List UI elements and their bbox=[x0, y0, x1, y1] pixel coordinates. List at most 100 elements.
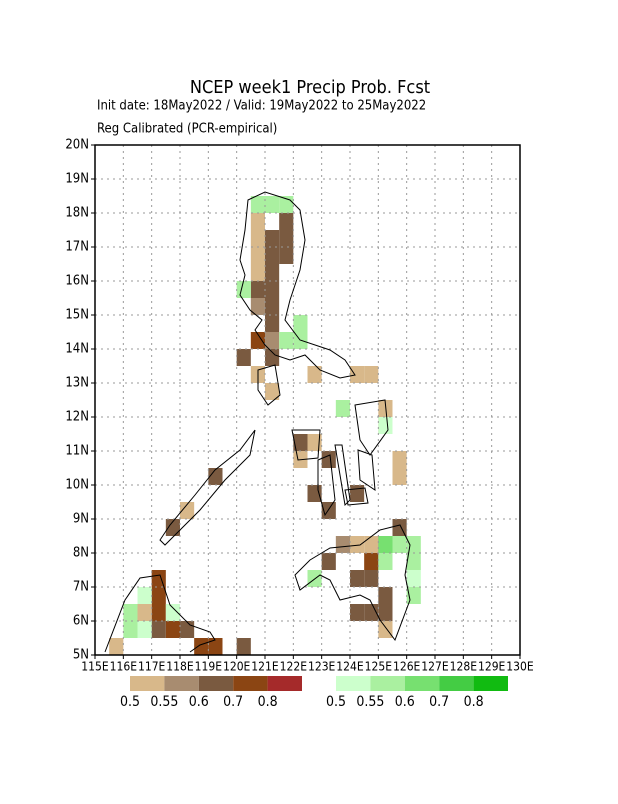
coastline bbox=[104, 191, 411, 653]
legend-label: 0.5 bbox=[120, 694, 140, 710]
legend-swatch bbox=[130, 676, 165, 691]
mindoro bbox=[257, 364, 281, 406]
legend-label: 0.55 bbox=[356, 694, 384, 710]
prob-cell bbox=[123, 604, 138, 621]
prob-cell bbox=[165, 519, 180, 536]
x-tick-label: 126E bbox=[393, 660, 421, 674]
prob-cell bbox=[250, 332, 265, 349]
legend: 0.5 0.55 0.6 0.7 0.8 0.5 0.55 0.6 0.7 0.8 bbox=[120, 676, 508, 710]
prob-cell bbox=[378, 621, 393, 638]
prob-cell bbox=[293, 434, 308, 451]
y-tick-label: 19N bbox=[65, 172, 89, 187]
prob-cell bbox=[406, 536, 421, 553]
y-tick-label: 14N bbox=[65, 342, 89, 357]
panay bbox=[291, 429, 321, 461]
x-tick-label: 123E bbox=[308, 660, 336, 674]
prob-cell bbox=[406, 570, 421, 587]
y-tick-label: 20N bbox=[65, 138, 89, 153]
prob-cell bbox=[180, 502, 195, 519]
cebu bbox=[334, 444, 351, 507]
legend-swatch bbox=[164, 676, 199, 691]
prob-cell bbox=[123, 621, 138, 638]
x-tick-label: 120E bbox=[223, 660, 251, 674]
prob-cell bbox=[151, 570, 166, 587]
prob-cell bbox=[279, 230, 294, 247]
prob-cell bbox=[406, 553, 421, 570]
subtitle: Init date: 18May2022 / Valid: 19May2022 … bbox=[97, 99, 426, 114]
prob-cell bbox=[236, 281, 251, 298]
plot-frame bbox=[94, 144, 521, 656]
prob-cell bbox=[378, 417, 393, 434]
prob-cell bbox=[321, 553, 336, 570]
prob-cell bbox=[165, 621, 180, 638]
prob-cell bbox=[378, 536, 393, 553]
grid bbox=[95, 145, 520, 655]
y-tick-label: 13N bbox=[65, 376, 89, 391]
prob-cell bbox=[137, 587, 152, 604]
prob-cell bbox=[350, 536, 365, 553]
prob-cell bbox=[208, 638, 223, 655]
x-tick-label: 127E bbox=[421, 660, 449, 674]
prob-cell bbox=[265, 332, 280, 349]
prob-cell bbox=[265, 264, 280, 281]
prob-cell bbox=[265, 315, 280, 332]
prob-cell bbox=[208, 468, 223, 485]
mindanao bbox=[294, 524, 411, 642]
prob-cell bbox=[109, 638, 124, 655]
prob-cell bbox=[307, 366, 322, 383]
palawan bbox=[159, 429, 256, 546]
legend-swatch bbox=[267, 676, 302, 691]
prob-cell bbox=[364, 536, 379, 553]
prob-cell bbox=[194, 638, 209, 655]
x-tick-label: 115E bbox=[81, 660, 109, 674]
prob-cell bbox=[279, 247, 294, 264]
legend-label: 0.55 bbox=[150, 694, 178, 710]
prob-cell bbox=[350, 485, 365, 502]
prob-cell bbox=[364, 570, 379, 587]
prob-cell bbox=[236, 638, 251, 655]
prob-cell bbox=[265, 196, 280, 213]
prob-cell bbox=[137, 604, 152, 621]
y-tick-label: 18N bbox=[65, 206, 89, 221]
bohol bbox=[344, 487, 369, 506]
axes: 115E 116E 117E 118E 119E 120E 121E 122E 123E 124E… bbox=[65, 138, 534, 674]
x-tick-label: 118E bbox=[166, 660, 194, 674]
legend-label: 0.6 bbox=[395, 694, 415, 710]
prob-cell bbox=[364, 553, 379, 570]
prob-cell bbox=[364, 604, 379, 621]
legend-swatch bbox=[233, 676, 268, 691]
legend-label: 0.6 bbox=[189, 694, 209, 710]
legend-swatch bbox=[370, 676, 405, 691]
prob-cell bbox=[293, 315, 308, 332]
prob-cell bbox=[321, 451, 336, 468]
prob-cell bbox=[392, 468, 407, 485]
prob-cell bbox=[307, 434, 322, 451]
y-tick-label: 6N bbox=[73, 614, 89, 629]
luzon bbox=[239, 191, 356, 379]
prob-cell bbox=[250, 196, 265, 213]
y-tick-label: 10N bbox=[65, 478, 89, 493]
subtitle: Reg Calibrated (PCR-empirical) bbox=[97, 122, 277, 137]
y-tick-label: 8N bbox=[73, 546, 89, 561]
prob-cell bbox=[151, 604, 166, 621]
legend-swatch bbox=[439, 676, 474, 691]
prob-cell bbox=[250, 281, 265, 298]
legend-swatch bbox=[404, 676, 440, 691]
prob-cell bbox=[151, 621, 166, 638]
x-tick-label: 121E bbox=[251, 660, 279, 674]
prob-cell bbox=[137, 621, 152, 638]
samar bbox=[354, 399, 389, 456]
y-tick-label: 17N bbox=[65, 240, 89, 255]
x-tick-label: 130E bbox=[506, 660, 534, 674]
y-tick-label: 9N bbox=[73, 512, 89, 527]
x-tick-label: 122E bbox=[280, 660, 308, 674]
legend-label: 0.7 bbox=[429, 694, 449, 710]
legend-swatch bbox=[198, 676, 234, 691]
prob-cell bbox=[250, 264, 265, 281]
prob-cell bbox=[265, 298, 280, 315]
negros bbox=[317, 454, 336, 517]
prob-cell bbox=[250, 213, 265, 230]
chart-title: NCEP week1 Precip Prob. Fcst bbox=[190, 77, 430, 98]
